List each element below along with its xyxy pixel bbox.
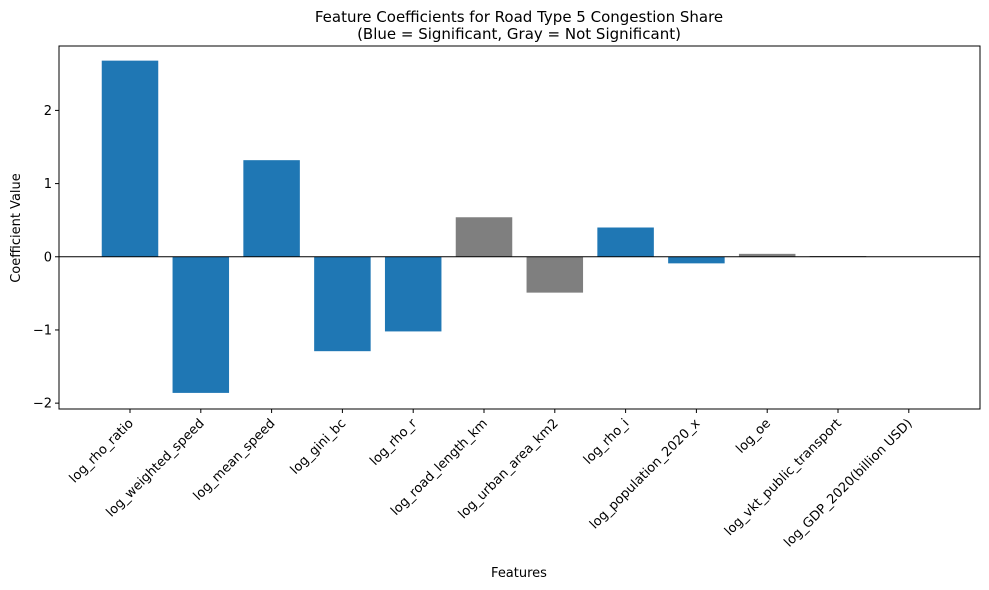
chart-title: Feature Coefficients for Road Type 5 Con… bbox=[315, 8, 723, 26]
x-tick-label: log_oe bbox=[734, 416, 775, 457]
bar-log_mean_speed bbox=[243, 160, 300, 257]
x-tick-label: log_rho_r bbox=[367, 416, 420, 469]
y-tick-label: −1 bbox=[33, 323, 52, 338]
bar-log_rho_r bbox=[384, 256, 442, 332]
x-tick-label: log_rho_ratio bbox=[67, 416, 137, 486]
bar-log_weighted_speed bbox=[172, 256, 230, 393]
bar-log_rho_ratio bbox=[101, 60, 159, 257]
y-tick-label: 0 bbox=[44, 250, 52, 265]
y-tick-label: 2 bbox=[44, 104, 52, 119]
x-tick-label: log_GDP_2020(billion USD) bbox=[781, 416, 915, 550]
bar-log_rho_i bbox=[597, 227, 654, 257]
x-tick-label: log_rho_i bbox=[581, 416, 632, 467]
y-tick-label: −2 bbox=[33, 397, 52, 412]
x-tick-label: log_vkt_public_transport bbox=[722, 416, 845, 539]
chart-subtitle: (Blue = Significant, Gray = Not Signific… bbox=[357, 25, 681, 43]
bar-log_urban_area_km2 bbox=[526, 256, 584, 293]
x-tick-label: log_gini_bc bbox=[288, 416, 349, 477]
y-axis-label: Coefficient Value bbox=[9, 173, 24, 283]
bar-log_road_length_km bbox=[455, 217, 513, 257]
x-axis-label: Features bbox=[491, 566, 547, 581]
bar-log_oe bbox=[738, 253, 796, 257]
y-tick-label: 1 bbox=[44, 177, 52, 192]
bar-log_gini_bc bbox=[314, 256, 371, 352]
bar-log_population_2020_x bbox=[668, 256, 725, 264]
plot-frame bbox=[58, 45, 981, 410]
